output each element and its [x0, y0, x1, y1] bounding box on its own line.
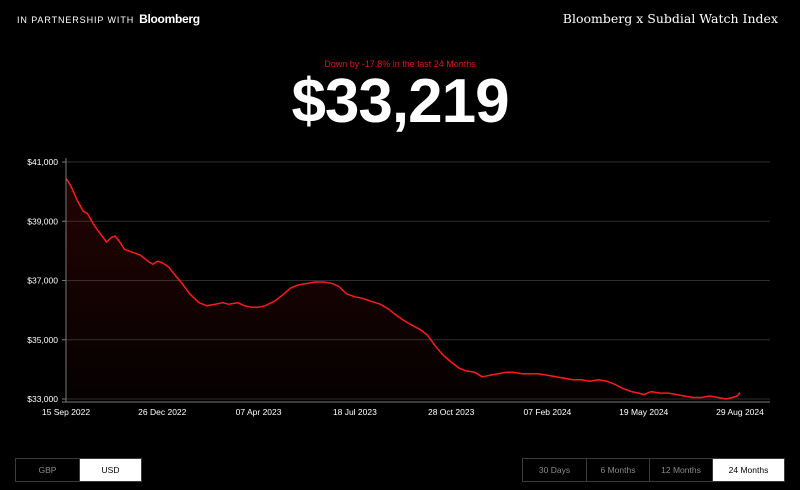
- x-tick-label: 26 Dec 2022: [138, 407, 186, 417]
- chart-axes: $33,000 $35,000 $37,000 $39,000 $41,000 15 Se…: [27, 157, 770, 417]
- y-tick-label: $41,000: [27, 157, 58, 167]
- period-12-months-button[interactable]: 12 Months: [649, 459, 712, 481]
- x-tick-label: 19 May 2024: [619, 407, 668, 417]
- series-line: [65, 177, 741, 400]
- x-tick-label: 07 Apr 2023: [236, 407, 282, 417]
- y-tick-label: $39,000: [27, 216, 58, 226]
- period-24-months-button[interactable]: 24 Months: [712, 459, 784, 481]
- chart-area: [65, 177, 741, 401]
- series-area-fill: [66, 178, 740, 401]
- x-tick-label: 15 Sep 2022: [42, 407, 90, 417]
- period-30-days-button[interactable]: 30 Days: [523, 459, 586, 481]
- y-tick-label: $37,000: [27, 276, 58, 286]
- y-tick-label: $35,000: [27, 335, 58, 345]
- partner-label: IN PARTNERSHIP WITH: [17, 15, 135, 25]
- period-6-months-button[interactable]: 6 Months: [586, 459, 649, 481]
- index-title: Bloomberg x Subdial Watch Index: [562, 11, 778, 26]
- x-tick-label: 07 Feb 2024: [524, 407, 572, 417]
- currency-toggle: GBP USD: [15, 458, 142, 482]
- currency-usd-button[interactable]: USD: [79, 459, 141, 481]
- change-summary: Down by -17.8% in the last 24 Months: [324, 59, 476, 69]
- current-price: $33,219: [291, 67, 509, 136]
- x-tick-label: 18 Jul 2023: [333, 407, 377, 417]
- x-tick-label: 28 Oct 2023: [428, 407, 475, 417]
- period-toggle: 30 Days 6 Months 12 Months 24 Months: [522, 458, 785, 482]
- y-tick-label: $33,000: [27, 394, 58, 404]
- x-tick-label: 29 Aug 2024: [716, 407, 764, 417]
- bloomberg-logo[interactable]: Bloomberg: [139, 12, 200, 26]
- currency-gbp-button[interactable]: GBP: [16, 459, 79, 481]
- partner-credit: IN PARTNERSHIP WITH Bloomberg: [17, 12, 200, 26]
- price-chart[interactable]: $33,000 $35,000 $37,000 $39,000 $41,000 15 Se…: [0, 150, 800, 420]
